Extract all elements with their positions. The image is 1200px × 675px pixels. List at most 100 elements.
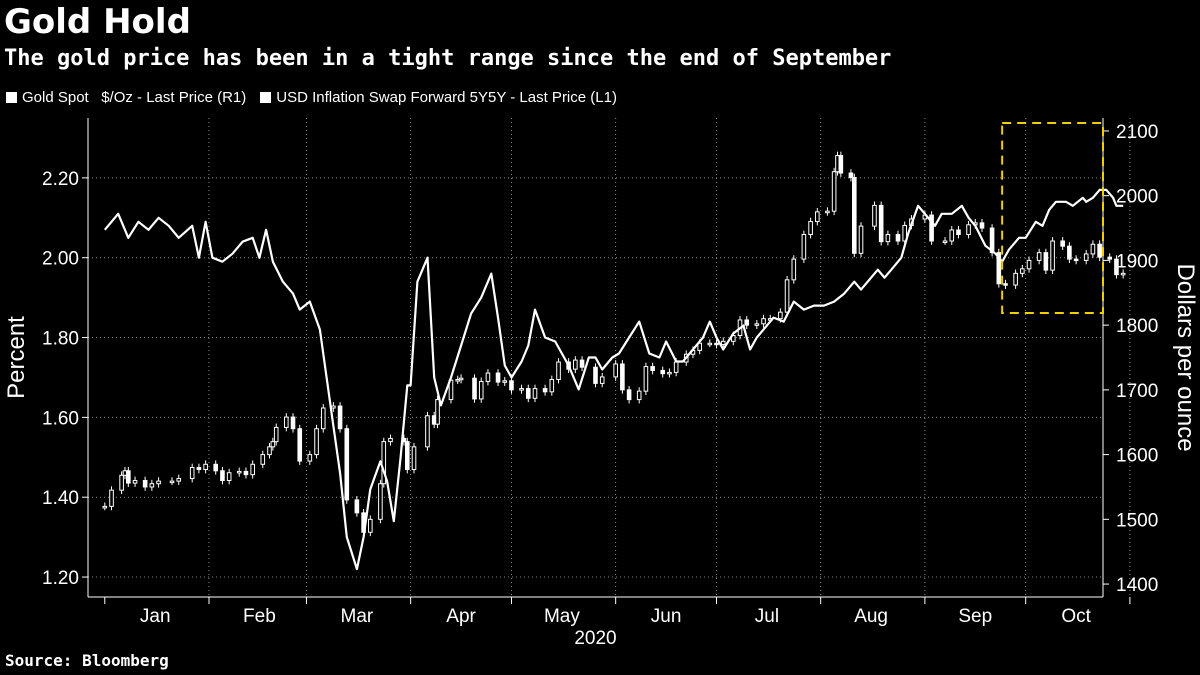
gold-candle <box>156 480 161 485</box>
gold-candle <box>1067 245 1072 260</box>
gold-candle <box>1050 240 1055 271</box>
right-tick-label: 1500 <box>1116 510 1158 531</box>
gold-candle <box>502 380 508 383</box>
gold-candle <box>388 437 393 443</box>
gold-candle <box>878 204 884 243</box>
gold-candle <box>636 390 642 401</box>
gold-candle <box>902 224 908 242</box>
gold-candle <box>720 340 726 346</box>
gold-candle <box>707 342 713 346</box>
gold-candle <box>815 211 820 223</box>
gold-candle <box>109 489 114 507</box>
gold-candle <box>848 172 854 179</box>
source-note: Source: Bloomberg <box>5 651 169 670</box>
highlight-box <box>1001 122 1104 314</box>
gold-candle <box>270 441 276 448</box>
gold-candle <box>331 405 336 409</box>
right-tick-label: 1900 <box>1116 251 1158 272</box>
left-tick-label: 1.80 <box>42 329 79 350</box>
gold-candle <box>1013 272 1018 286</box>
gold-candle <box>236 470 242 474</box>
x-tick-label: Jul <box>755 606 779 627</box>
x-tick-label: Aug <box>854 606 888 627</box>
gold-candle <box>599 376 605 384</box>
series-gold-spot <box>102 151 1126 537</box>
gold-candle <box>142 479 148 488</box>
gold-candle <box>378 483 383 520</box>
x-tick-label: Sep <box>958 606 992 627</box>
gold-candle <box>956 229 961 236</box>
gold-candle <box>989 227 995 254</box>
gold-candle <box>831 171 837 212</box>
gold-candle <box>573 359 578 370</box>
gold-candle <box>320 407 326 430</box>
chart-title: Gold Hold <box>4 2 191 42</box>
gold-candle <box>1060 240 1065 247</box>
gold-candle <box>307 454 313 462</box>
gold-candle <box>808 221 813 236</box>
gold-candle <box>996 252 1002 285</box>
gold-candle <box>283 416 289 428</box>
gold-candle <box>872 204 877 227</box>
gold-candle <box>1097 243 1102 258</box>
gold-candle <box>297 428 303 462</box>
x-tick-label: Apr <box>446 606 476 627</box>
gold-candle <box>220 470 225 481</box>
gold-candle <box>1107 256 1113 260</box>
right-tick-label: 1600 <box>1116 446 1158 467</box>
legend-label-gold: Gold Spot $/Oz - Last Price (R1) <box>22 89 247 106</box>
gold-candle <box>1043 252 1049 271</box>
gold-candle <box>1083 253 1089 261</box>
gold-candle <box>667 371 672 375</box>
gold-candle <box>744 319 750 326</box>
gold-candle <box>593 366 598 384</box>
gold-candle <box>102 505 108 509</box>
gold-candle <box>196 467 202 470</box>
left-tick-label: 1.60 <box>42 408 79 429</box>
x-axis: Jan Feb Mar Apr May Jun Jul Aug Sep Oct <box>88 596 1131 627</box>
legend-item-inflation-swap: USD Inflation Swap Forward 5Y5Y - Last P… <box>260 89 617 106</box>
gold-candle <box>549 379 555 393</box>
gold-candle <box>885 234 891 243</box>
gold-candle <box>260 454 266 465</box>
gold-candle <box>542 388 548 393</box>
gold-candle <box>778 311 783 320</box>
gold-candle <box>620 363 625 391</box>
gold-candle <box>660 369 666 375</box>
right-tick-label: 1700 <box>1116 381 1158 402</box>
x-tick-label: Jan <box>140 606 171 627</box>
right-tick-label: 1800 <box>1116 316 1158 337</box>
gold-candle <box>784 279 790 313</box>
gold-candle <box>714 342 719 346</box>
gold-candle <box>344 428 350 501</box>
gold-candle <box>267 446 272 456</box>
gold-candle <box>825 210 830 214</box>
gold-candle <box>132 479 138 484</box>
gold-candle <box>949 229 955 242</box>
right-tick-label: 2100 <box>1116 122 1158 143</box>
gold-candle <box>478 380 484 400</box>
gold-candle <box>354 499 360 514</box>
legend: Gold Spot $/Oz - Last Price (R1) USD Inf… <box>6 89 631 106</box>
gold-candle <box>455 379 461 382</box>
gold-candle <box>556 361 561 381</box>
right-y-axis: 1400 1500 1600 1700 1800 1900 2000 2100 <box>1102 118 1158 597</box>
gold-candle <box>942 240 948 243</box>
left-tick-label: 2.20 <box>42 169 79 190</box>
gold-candle <box>673 361 679 373</box>
gold-candle <box>791 258 797 281</box>
series-inflation-swap <box>103 188 1124 571</box>
gold-candle <box>851 177 857 254</box>
gold-candle <box>858 225 864 254</box>
gold-candle <box>435 399 440 425</box>
legend-swatch-gold <box>6 92 17 103</box>
gold-candle <box>509 380 514 391</box>
gold-candle <box>425 415 430 448</box>
right-tick-label: 1400 <box>1116 575 1158 596</box>
x-tick-label: Mar <box>341 606 374 627</box>
gold-candle <box>754 323 760 326</box>
gold-candle <box>838 155 844 174</box>
right-axis-title: Dollars per ounce <box>1172 263 1199 451</box>
gold-candle <box>1090 243 1096 255</box>
